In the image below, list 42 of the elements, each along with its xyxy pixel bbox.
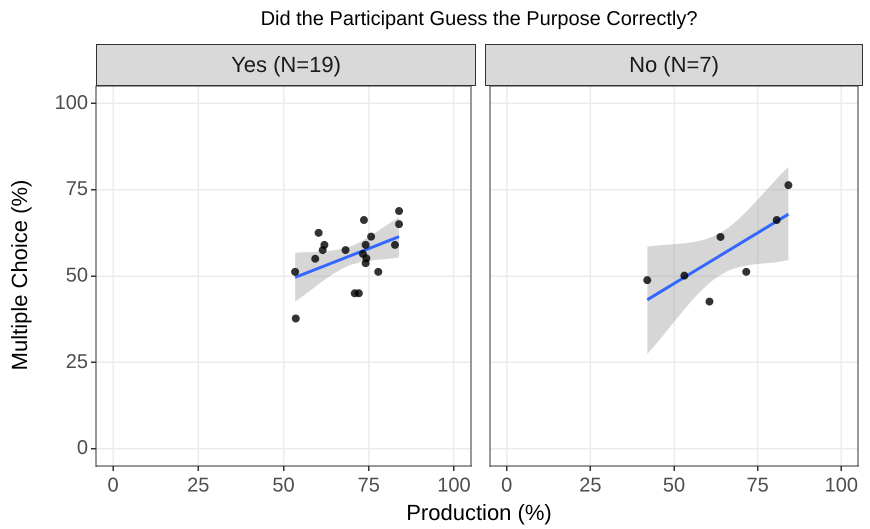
y-tick-label: 25 — [66, 350, 88, 373]
point — [374, 268, 382, 276]
x-tick-label: 100 — [824, 474, 858, 497]
x-tick-label: 75 — [358, 474, 380, 497]
chart-subtitle: Yes (N=19) — [96, 44, 476, 86]
point — [367, 232, 376, 241]
y-tick-label: 50 — [66, 264, 88, 287]
y-tick-label: 0 — [76, 437, 88, 460]
point — [680, 272, 688, 280]
point — [390, 240, 399, 249]
x-tick-label: 25 — [187, 474, 210, 497]
point — [311, 254, 320, 263]
point — [292, 314, 300, 322]
point — [354, 289, 363, 298]
x-tick-label: 25 — [579, 474, 602, 497]
point — [360, 216, 368, 224]
x-tick-label: 75 — [746, 474, 769, 497]
chart-subtitle: No (N=7) — [485, 44, 863, 86]
point — [716, 232, 724, 241]
point — [314, 228, 323, 237]
point — [772, 216, 781, 224]
y-tick-label: 100 — [54, 92, 88, 114]
x-tick-label: 50 — [662, 474, 686, 497]
point — [643, 276, 652, 284]
x-tick-label: 0 — [501, 474, 512, 497]
point — [320, 240, 328, 249]
x-tick-label: 50 — [272, 474, 295, 497]
chart-title: Did the Participant Guess the Purpose Correctly? — [260, 8, 698, 31]
point — [705, 298, 714, 306]
point — [742, 268, 750, 276]
point — [395, 220, 404, 228]
point — [362, 259, 370, 268]
x-tick-label: 0 — [107, 474, 119, 497]
point — [784, 181, 792, 190]
y-tick-label: 75 — [66, 178, 88, 200]
y-axis-title: Multiple Choice (%) — [7, 180, 33, 370]
x-axis-title: Production (%) — [405, 500, 553, 526]
point — [362, 240, 370, 249]
x-tick-label: 100 — [437, 474, 471, 497]
point — [342, 246, 350, 254]
point — [291, 268, 300, 276]
point — [395, 207, 404, 216]
